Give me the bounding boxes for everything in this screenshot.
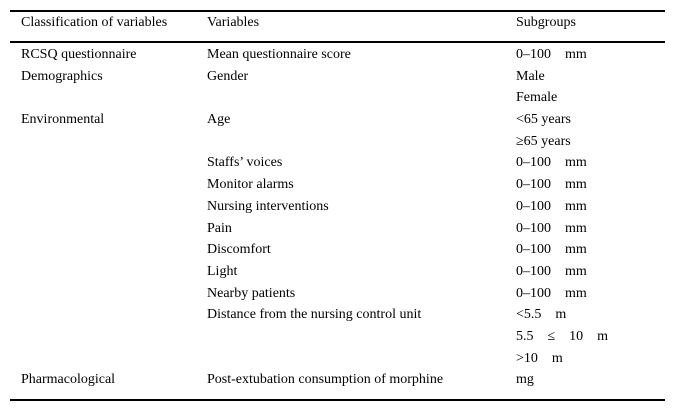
table-row: Demographics Gender Male [10,66,665,88]
cell-subgroup: 0–100 mm [516,285,587,301]
cell-subgroup: 0–100 mm [516,47,587,62]
cell-subgroup: 5.5 ≤ 10 m [516,328,609,344]
cell-variable: Age [207,112,231,128]
table-row: 5.5 ≤ 10 m [10,326,665,348]
table-row: RCSQ questionnaire Mean questionnaire sco… [10,44,665,66]
header-variables: Variables [207,15,260,30]
cell-subgroup: ≥65 years [516,133,571,149]
cell-classification: Environmental [21,112,105,128]
cell-variable: Staffs’ voices [207,155,283,171]
header-subgroups: Subgroups [516,15,576,30]
table-row: Environmental Age <65 years [10,109,665,131]
cell-classification: RCSQ questionnaire [21,47,137,62]
cell-variable: Distance from the nursing control unit [207,307,422,323]
table-row: Nearby patients 0–100 mm [10,283,665,305]
variables-table: Classification of variables Variables Su… [10,10,665,401]
cell-subgroup: 0–100 mm [516,155,587,171]
cell-classification [10,239,207,261]
table-row: Monitor alarms 0–100 mm [10,174,665,196]
table-row: Pharmacological Post-extubation consumpti… [10,369,665,391]
cell-classification [10,348,207,370]
cell-variable: Gender [207,68,249,84]
cell-classification [10,152,207,174]
table-body: RCSQ questionnaire Mean questionnaire sco… [10,43,665,399]
cell-variable [207,87,516,109]
cell-variable: Nearby patients [207,285,296,301]
cell-variable: Post-extubation consumption of morphine [207,372,444,388]
cell-variable: Light [207,263,238,279]
cell-classification [10,218,207,240]
cell-subgroup: 0–100 mm [516,177,587,193]
table-row: Nursing interventions 0–100 mm [10,196,665,218]
cell-subgroup: 0–100 mm [516,198,587,214]
cell-subgroup: Male [516,68,545,84]
table-row: Staffs’ voices 0–100 mm [10,152,665,174]
header-classification-of-variables: Classification of variables [21,15,168,30]
cell-subgroup: <5.5 m [516,307,567,323]
cell-variable [207,131,516,153]
table-row: Light 0–100 mm [10,261,665,283]
cell-classification [10,261,207,283]
cell-variable: Mean questionnaire score [207,47,351,62]
cell-classification [10,283,207,305]
table-header-row: Classification of variables Variables Su… [10,12,665,43]
cell-subgroup: 0–100 mm [516,220,587,236]
cell-classification [10,174,207,196]
table-row: Discomfort 0–100 mm [10,239,665,261]
cell-classification: Pharmacological [21,372,116,388]
cell-variable [207,348,516,370]
cell-classification [10,326,207,348]
cell-subgroup: 0–100 mm [516,263,587,279]
cell-subgroup: Female [516,90,558,106]
table-row: >10 m [10,348,665,370]
table-row: Distance from the nursing control unit <5… [10,304,665,326]
cell-variable: Pain [207,220,232,236]
table-row: Pain 0–100 mm [10,218,665,240]
cell-variable: Monitor alarms [207,177,294,193]
cell-classification [10,87,207,109]
cell-classification: Demographics [21,68,103,84]
cell-classification [10,131,207,153]
cell-subgroup: >10 m [516,350,563,366]
cell-classification [10,304,207,326]
cell-classification [10,196,207,218]
cell-variable: Discomfort [207,242,271,258]
cell-variable: Nursing interventions [207,198,329,214]
cell-subgroup: mg [516,372,534,388]
cell-subgroup: 0–100 mm [516,242,587,258]
cell-variable [207,326,516,348]
table-row: ≥65 years [10,131,665,153]
table-row: Female [10,87,665,109]
cell-subgroup: <65 years [516,112,571,128]
